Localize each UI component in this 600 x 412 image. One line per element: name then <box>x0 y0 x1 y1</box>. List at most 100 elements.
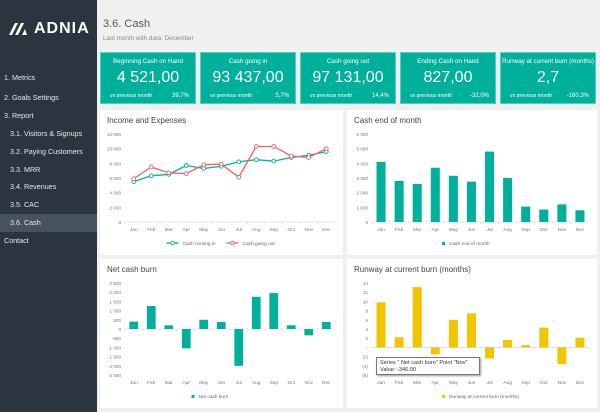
kpi-compare: vs previous month <box>110 93 153 99</box>
legend-label: Cash end of month <box>449 241 490 247</box>
kpi-value: 4 521,00 <box>116 69 180 86</box>
brand-name: ADNIA <box>34 20 90 37</box>
bar[interactable] <box>521 345 531 348</box>
y-tick-label: 2 500 <box>110 281 122 286</box>
nav-revenues[interactable]: 3.4. Revenues <box>10 182 57 191</box>
y-tick-label: -2 000 <box>108 364 121 369</box>
data-point[interactable] <box>271 158 277 164</box>
bar[interactable] <box>521 206 531 222</box>
legend-swatch <box>442 242 445 245</box>
nav-goals-settings[interactable]: 2. Goals Settings <box>4 93 59 102</box>
nav-report[interactable]: 3. Report <box>4 111 34 120</box>
nav-mrr[interactable]: 3.3. MRR <box>10 165 41 174</box>
x-tick-label: Mar <box>165 380 174 386</box>
bar[interactable] <box>539 209 549 222</box>
y-tick-label: 8 <box>365 309 368 314</box>
kpi-label: Beginning Cash on Hand <box>112 58 184 65</box>
bar[interactable] <box>430 347 440 355</box>
chart-title: Runway at current burn (months) <box>354 265 471 274</box>
bar[interactable] <box>430 167 440 222</box>
x-tick-label: May <box>199 227 209 233</box>
bar[interactable] <box>234 329 244 366</box>
bar[interactable] <box>376 302 386 348</box>
x-tick-label: Jun <box>468 227 476 233</box>
bar[interactable] <box>146 306 156 329</box>
y-tick-label: 0 <box>118 220 121 225</box>
data-point[interactable] <box>271 144 277 149</box>
x-tick-label: Oct <box>288 380 296 386</box>
data-point[interactable] <box>148 173 154 179</box>
x-tick-label: Jul <box>236 227 242 233</box>
bar[interactable] <box>575 210 585 222</box>
bar[interactable] <box>539 327 549 348</box>
y-tick-label: (6) <box>362 373 368 378</box>
bar[interactable] <box>466 313 476 348</box>
bar[interactable] <box>129 321 139 329</box>
y-tick-label: (2) <box>362 355 368 360</box>
bar[interactable] <box>394 337 404 348</box>
nav-visitors-signups[interactable]: 3.1. Visitors & Signups <box>10 129 83 138</box>
nav-paying-customers[interactable]: 3.2. Paying Customers <box>10 147 83 156</box>
bar[interactable] <box>181 329 191 349</box>
data-point[interactable] <box>306 155 312 160</box>
bar[interactable] <box>448 175 458 222</box>
bar[interactable] <box>557 347 567 364</box>
y-tick-label: 500 <box>113 318 121 323</box>
data-point[interactable] <box>253 144 259 149</box>
bar[interactable] <box>503 178 513 222</box>
x-tick-label: Aug <box>503 380 512 386</box>
bar[interactable] <box>269 293 279 329</box>
bar[interactable] <box>164 325 174 329</box>
bar[interactable] <box>448 319 458 348</box>
y-tick-label: 0 <box>365 220 368 225</box>
bar[interactable] <box>199 319 209 329</box>
data-point[interactable] <box>201 162 207 168</box>
data-point[interactable] <box>131 176 137 182</box>
x-tick-label: Nov <box>558 227 567 233</box>
bar[interactable] <box>216 322 226 329</box>
nav-cac[interactable]: 3.5. CAC <box>10 200 40 209</box>
bar[interactable] <box>557 204 567 222</box>
y-tick-label: 4 <box>365 327 368 332</box>
kpi-compare: vs previous month <box>210 93 253 99</box>
net-cash-burn-chart: Net cash burn -2 500 -2 000 -1 500 -1 000 -50… <box>100 259 343 408</box>
data-point[interactable] <box>253 157 259 163</box>
bar[interactable] <box>412 183 422 222</box>
y-tick-label: 14 <box>363 281 369 286</box>
logo[interactable]: ADNIA <box>8 20 90 38</box>
x-tick-label: Sep <box>521 380 530 386</box>
data-point[interactable] <box>183 171 189 176</box>
bar[interactable] <box>575 337 585 348</box>
nav-metrics[interactable]: 1. Metrics <box>4 73 36 82</box>
bar[interactable] <box>304 329 314 336</box>
data-point[interactable] <box>218 161 224 167</box>
y-tick-label: -500 <box>112 336 122 341</box>
bar[interactable] <box>412 287 422 348</box>
data-point[interactable] <box>236 174 242 180</box>
bar[interactable] <box>251 296 261 329</box>
kpi-compare: vs previous month <box>510 93 553 99</box>
data-point[interactable] <box>166 170 172 176</box>
tooltip-series: Series " Net cash burn" Point "Nov" <box>380 360 468 366</box>
y-tick-label: 12 <box>363 290 369 295</box>
data-point[interactable] <box>323 146 329 152</box>
kpi-value: 93 437,00 <box>212 69 284 86</box>
data-point[interactable] <box>236 159 242 165</box>
nav-cash[interactable]: 3.6. Cash <box>0 214 97 232</box>
bar[interactable] <box>485 151 495 222</box>
data-point[interactable] <box>148 164 154 170</box>
bar[interactable] <box>503 340 513 348</box>
x-tick-label: May <box>449 227 459 233</box>
x-tick-label: Jul <box>486 227 492 233</box>
bar[interactable] <box>321 322 331 329</box>
bar[interactable] <box>376 161 386 222</box>
bar[interactable] <box>485 347 495 359</box>
nav-contact[interactable]: Contact <box>4 236 29 245</box>
y-tick-label: 6 000 <box>110 176 122 181</box>
data-point[interactable] <box>183 163 189 168</box>
bar[interactable] <box>394 180 404 222</box>
bar[interactable] <box>466 181 476 222</box>
bar[interactable] <box>286 325 296 329</box>
kpi-card: Ending Cash on Hand 827,00 vs previous m… <box>400 52 496 104</box>
data-point[interactable] <box>288 153 294 159</box>
